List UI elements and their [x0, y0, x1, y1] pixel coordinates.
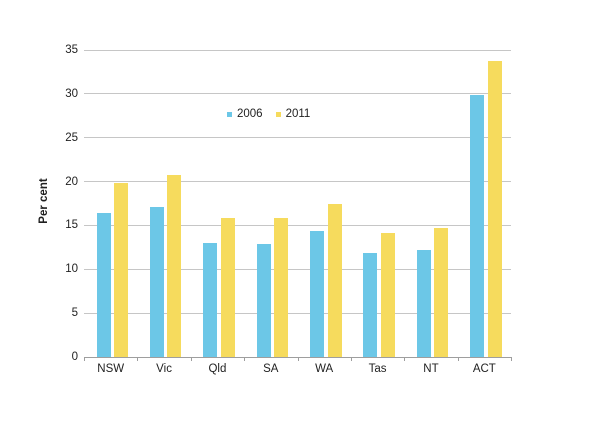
y-tick-label-15: 15 [65, 219, 78, 232]
gridline-15 [84, 224, 511, 226]
x-category-label-Tas: Tas [368, 363, 387, 375]
bar-2011-NT [434, 228, 449, 357]
x-axis-tick [244, 357, 245, 361]
legend-swatch-2006 [227, 111, 232, 117]
bar-2006-NSW [96, 213, 111, 357]
bar-2011-Tas [380, 233, 395, 357]
bar-2006-SA [256, 243, 271, 357]
bar-2006-Vic [149, 207, 164, 357]
legend-label-2006: 2006 [237, 108, 263, 120]
y-tick-label-30: 30 [65, 87, 78, 100]
x-axis-tick [137, 357, 138, 361]
y-tick-label-20: 20 [65, 175, 78, 188]
legend: 2006 2011 [227, 108, 310, 120]
gridline-20 [84, 181, 511, 183]
gridline-5 [84, 312, 511, 314]
y-tick-label-10: 10 [65, 263, 78, 276]
bar-2006-ACT [470, 94, 485, 357]
gridline-35 [84, 49, 511, 51]
x-axis-tick [298, 357, 299, 361]
x-axis-tick [404, 357, 405, 361]
x-category-label-NSW: NSW [97, 363, 125, 375]
bar-2006-WA [310, 230, 324, 357]
bar-2011-ACT [487, 60, 502, 357]
x-category-label-WA: WA [315, 363, 334, 375]
x-category-label-ACT: ACT [472, 363, 496, 375]
gridline-30 [84, 93, 511, 95]
gridline-10 [84, 268, 511, 270]
bar-2011-Qld [220, 218, 235, 357]
x-category-label-SA: SA [263, 363, 279, 375]
legend-swatch-2011 [275, 111, 281, 117]
legend-entry-2006: 2006 [227, 108, 263, 120]
x-category-label-Qld: Qld [208, 363, 227, 375]
x-axis-tick [84, 357, 85, 361]
legend-label-2011: 2011 [285, 108, 311, 120]
bar-2006-Tas [363, 252, 378, 357]
bar-2006-Qld [203, 242, 218, 357]
x-axis-tick [458, 357, 459, 361]
x-category-label-NT: NT [423, 363, 439, 375]
bar-2011-SA [274, 217, 289, 357]
x-axis-tick [511, 357, 512, 361]
y-tick-label-5: 5 [71, 307, 78, 320]
bar-2011-WA [327, 203, 342, 357]
plot-area [84, 49, 512, 361]
gridline-25 [84, 137, 511, 139]
x-axis-tick [351, 357, 352, 361]
y-tick-label-35: 35 [65, 44, 78, 56]
bar-2011-Vic [167, 174, 182, 357]
y-tick-label-0: 0 [71, 351, 78, 363]
x-axis-tick [191, 357, 192, 361]
x-category-label-Vic: Vic [156, 363, 172, 375]
legend-entry-2011: 2011 [275, 108, 311, 120]
x-axis-line [84, 357, 511, 358]
y-tick-label-25: 25 [65, 131, 78, 144]
bar-2011-NSW [114, 183, 128, 357]
bar-2006-NT [416, 250, 431, 357]
